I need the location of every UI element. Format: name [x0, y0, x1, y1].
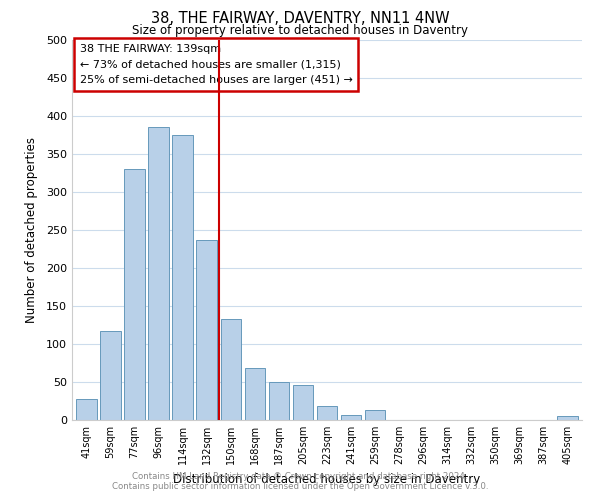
Bar: [124, 169, 145, 420]
Y-axis label: Number of detached properties: Number of detached properties: [25, 137, 38, 323]
Bar: [245, 368, 265, 420]
Text: 38 THE FAIRWAY: 139sqm
← 73% of detached houses are smaller (1,315)
25% of semi-: 38 THE FAIRWAY: 139sqm ← 73% of detached…: [80, 44, 353, 85]
Bar: [76, 398, 97, 420]
Bar: [557, 416, 578, 420]
Text: Size of property relative to detached houses in Daventry: Size of property relative to detached ho…: [132, 24, 468, 37]
X-axis label: Distribution of detached houses by size in Daventry: Distribution of detached houses by size …: [173, 472, 481, 486]
Text: Contains HM Land Registry data © Crown copyright and database right 2024.: Contains HM Land Registry data © Crown c…: [132, 472, 468, 481]
Bar: [269, 382, 289, 420]
Bar: [148, 128, 169, 420]
Bar: [341, 416, 361, 420]
Bar: [317, 406, 337, 420]
Text: Contains public sector information licensed under the Open Government Licence v.: Contains public sector information licen…: [112, 482, 488, 491]
Bar: [293, 385, 313, 420]
Bar: [172, 135, 193, 420]
Bar: [365, 410, 385, 420]
Bar: [221, 319, 241, 420]
Bar: [100, 331, 121, 420]
Bar: [196, 240, 217, 420]
Text: 38, THE FAIRWAY, DAVENTRY, NN11 4NW: 38, THE FAIRWAY, DAVENTRY, NN11 4NW: [151, 11, 449, 26]
